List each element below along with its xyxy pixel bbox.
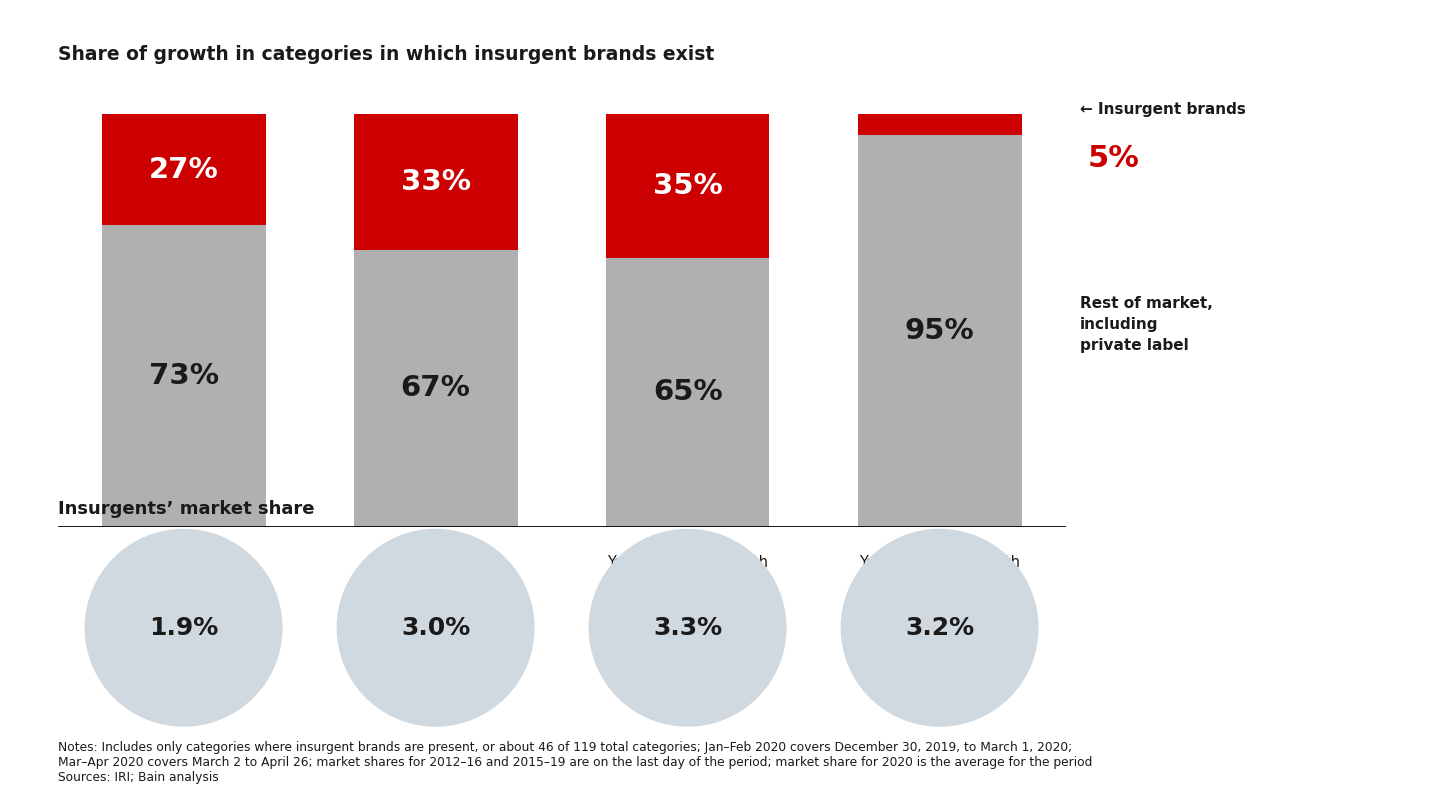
Text: Share of growth in categories in which insurgent brands exist: Share of growth in categories in which i… <box>58 45 714 63</box>
Bar <box>606 114 769 258</box>
Text: 95%: 95% <box>904 317 975 344</box>
Bar <box>102 225 265 526</box>
Bar <box>606 258 769 526</box>
Text: 1.9%: 1.9% <box>148 616 219 640</box>
Text: 3.2%: 3.2% <box>904 616 975 640</box>
Text: 33%: 33% <box>400 168 471 196</box>
Text: 2012–16: 2012–16 <box>153 556 215 570</box>
Text: 5%: 5% <box>1087 144 1139 173</box>
Text: Notes: Includes only categories where insurgent brands are present, or about 46 : Notes: Includes only categories where in… <box>58 741 1092 784</box>
Bar <box>354 250 517 526</box>
Text: Insurgents’ market share: Insurgents’ market share <box>58 501 314 518</box>
Bar <box>102 114 265 225</box>
Text: 3.3%: 3.3% <box>652 616 723 640</box>
Text: 2015–19: 2015–19 <box>405 556 467 570</box>
Text: Year-over-year growth
for Jan–Feb 2020: Year-over-year growth for Jan–Feb 2020 <box>608 556 768 588</box>
Text: ← Insurgent brands: ← Insurgent brands <box>1080 102 1246 117</box>
Bar <box>354 114 517 250</box>
Text: 67%: 67% <box>400 374 471 403</box>
Ellipse shape <box>841 530 1038 726</box>
Ellipse shape <box>337 530 534 726</box>
Text: Year-over-year growth
for Mar–Apr 2020: Year-over-year growth for Mar–Apr 2020 <box>860 556 1020 588</box>
Ellipse shape <box>589 530 786 726</box>
Ellipse shape <box>85 530 282 726</box>
Text: 73%: 73% <box>148 362 219 390</box>
Text: 35%: 35% <box>652 173 723 200</box>
Text: Rest of market,
including
private label: Rest of market, including private label <box>1080 296 1212 353</box>
Bar <box>858 114 1021 134</box>
Bar <box>858 134 1021 526</box>
Text: 65%: 65% <box>652 378 723 407</box>
Text: 3.0%: 3.0% <box>400 616 471 640</box>
Text: 27%: 27% <box>148 156 219 184</box>
